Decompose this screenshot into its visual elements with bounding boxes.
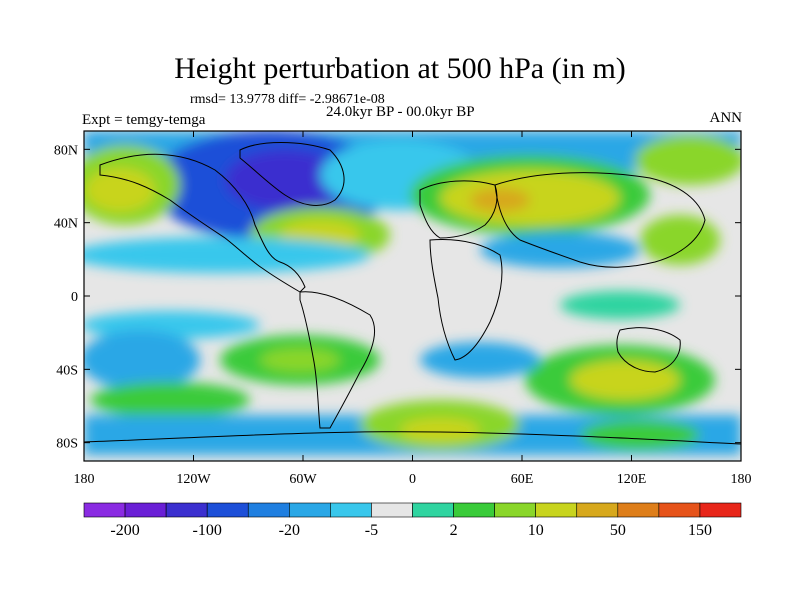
colorbar-label: 50	[610, 522, 626, 539]
lon-tick-label: 180	[731, 472, 752, 487]
colorbar-swatch	[658, 502, 701, 518]
colorbar-swatch	[535, 502, 578, 518]
colorbar-label: 150	[688, 522, 712, 539]
latitude-axis: 80N 40N 0 40S 80S	[54, 143, 741, 452]
season-label: ANN	[709, 110, 743, 126]
colorbar-swatch	[330, 502, 372, 518]
stats-subtitle: rmsd= 13.9778 diff= -2.98671e-08	[190, 92, 385, 107]
longitude-axis: 180 120W 60W 0 60E 120E 180	[74, 131, 752, 487]
period-subtitle: 24.0kyr BP - 00.0kyr BP	[326, 104, 475, 120]
lon-tick-label: 120E	[617, 472, 647, 487]
colorbar-swatch	[494, 502, 536, 518]
lon-tick-label: 120W	[176, 472, 211, 487]
colorbar-swatch	[412, 502, 454, 518]
colorbar-label: -200	[110, 522, 139, 539]
lat-tick-label: 80N	[54, 143, 78, 158]
coastlines	[84, 142, 741, 445]
colorbar-swatch	[371, 502, 413, 518]
colorbar-label: -20	[279, 522, 300, 539]
colorbar-swatch	[124, 502, 167, 518]
lat-tick-label: 80S	[56, 437, 78, 452]
colorbar-swatch	[206, 502, 249, 518]
colorbar-label: -100	[193, 522, 222, 539]
colorbar-label: 10	[528, 522, 544, 539]
lat-tick-label: 40S	[56, 363, 78, 378]
colorbar-swatch	[576, 502, 619, 518]
colorbar-swatch	[617, 502, 660, 518]
lon-tick-label: 60W	[289, 472, 317, 487]
lon-tick-label: 60E	[511, 472, 534, 487]
plot-title: Height perturbation at 500 hPa (in m)	[174, 52, 626, 85]
colorbar-swatch	[453, 502, 495, 518]
colorbar-swatch	[165, 502, 208, 518]
colorbar-swatch	[83, 502, 126, 518]
colorbar-label: 2	[450, 522, 458, 539]
colorbar-swatch	[699, 502, 742, 518]
lat-tick-label: 0	[71, 290, 78, 305]
lon-tick-label: 0	[409, 472, 416, 487]
colorbar: -200 -100 -20 -5 2 10 50 150	[83, 502, 742, 539]
colorbar-label: -5	[365, 522, 378, 539]
colorbar-swatch	[289, 502, 331, 518]
lat-tick-label: 40N	[54, 217, 78, 232]
lon-tick-label: 180	[74, 472, 95, 487]
colorbar-swatch	[247, 502, 290, 518]
contour-field	[84, 131, 741, 461]
experiment-label: Expt = temgy-temga	[82, 112, 206, 128]
